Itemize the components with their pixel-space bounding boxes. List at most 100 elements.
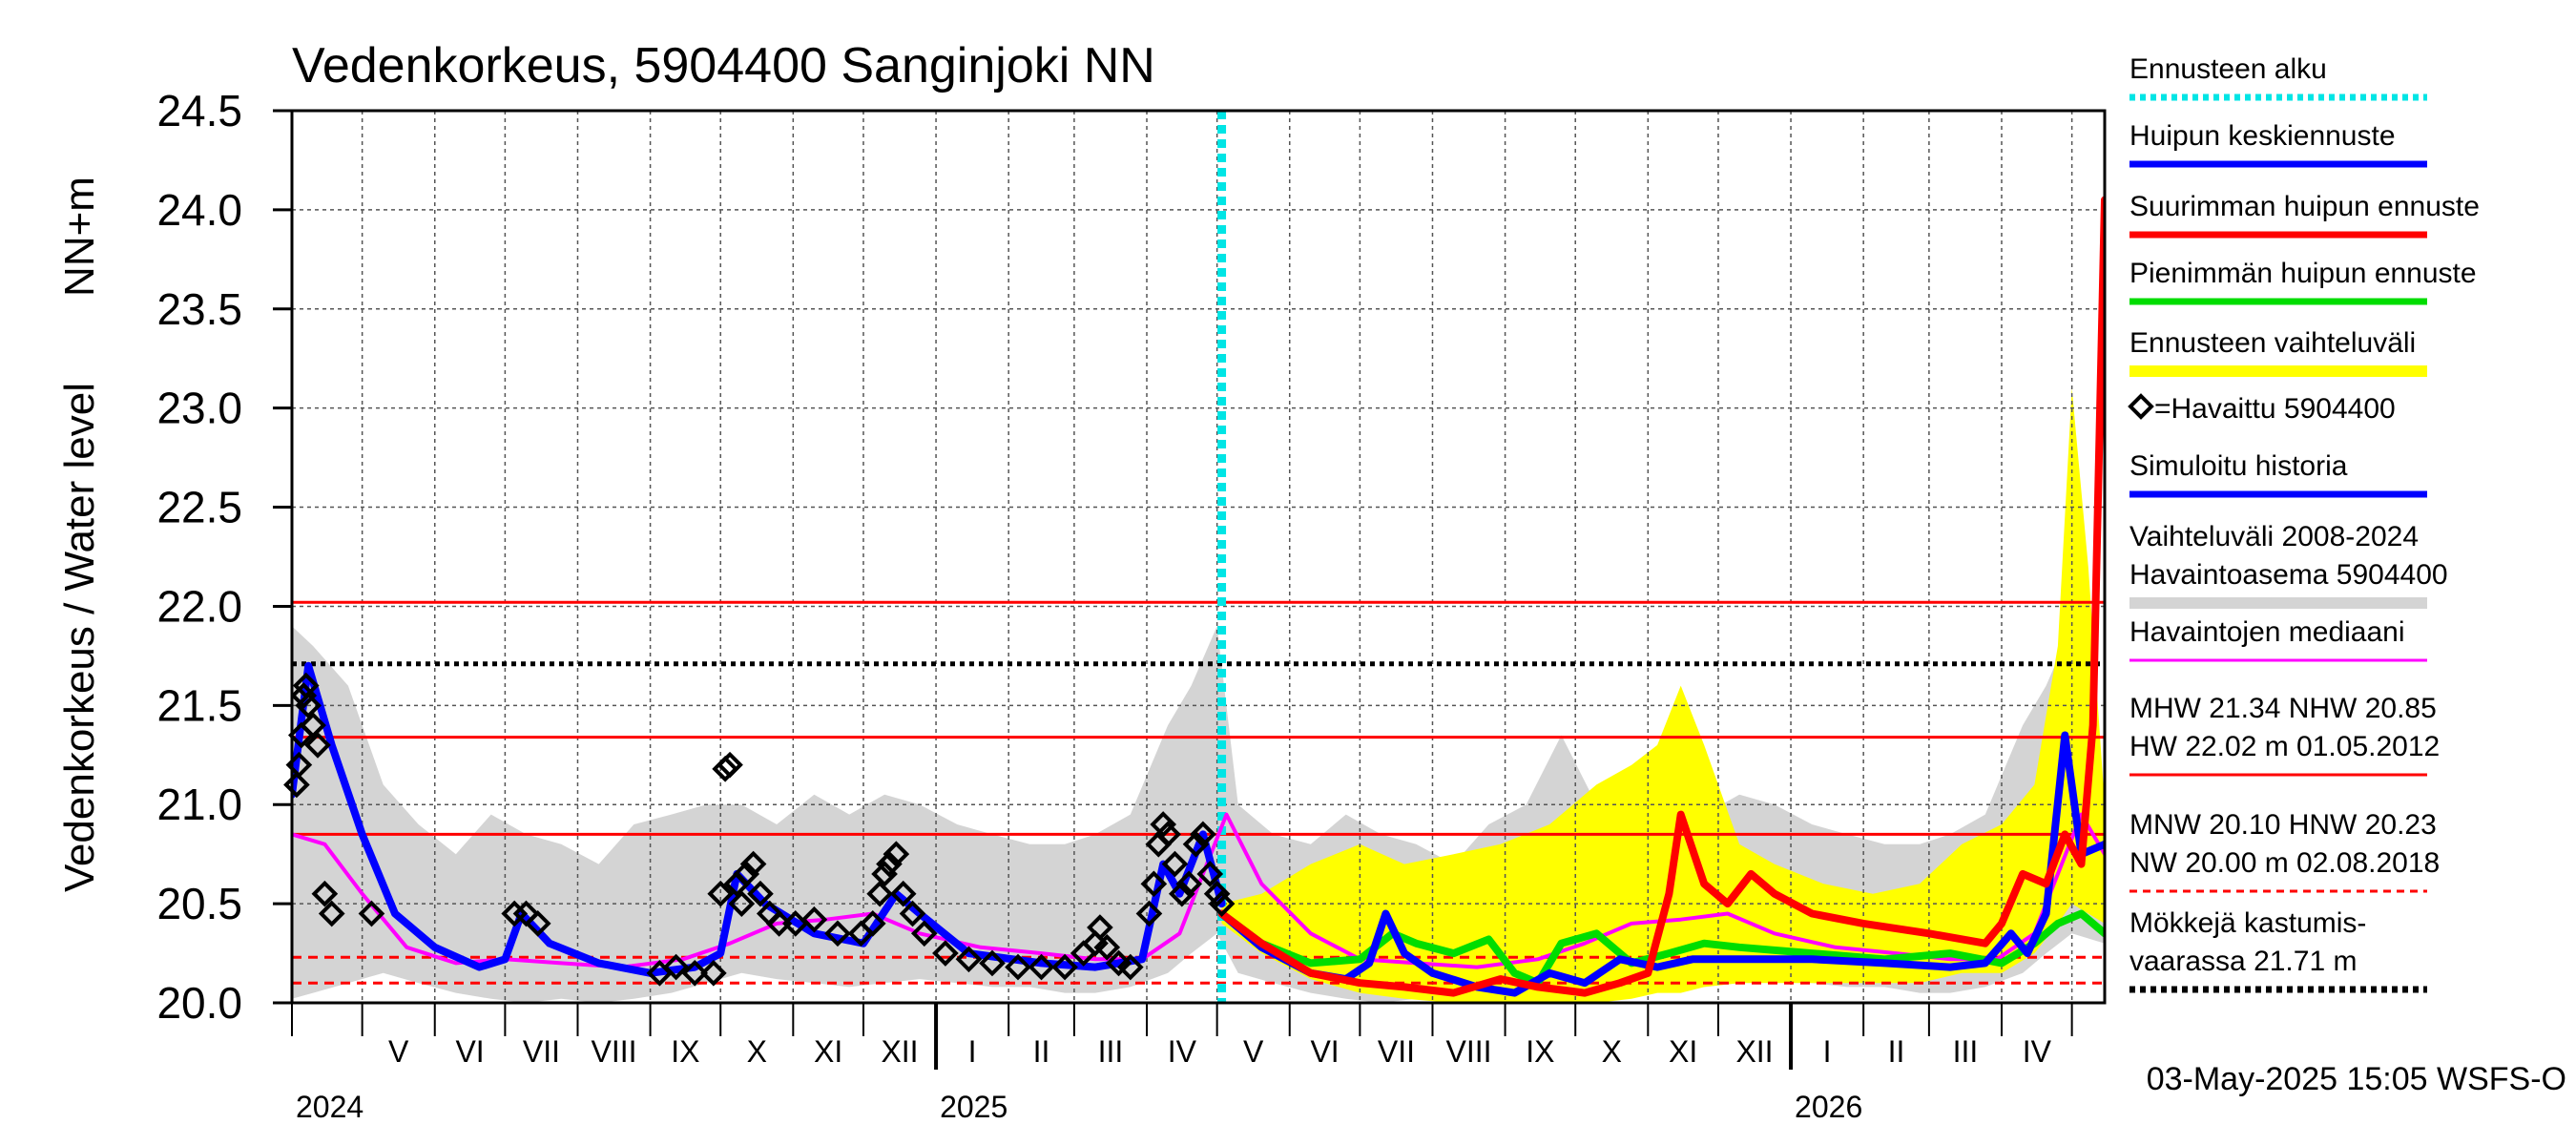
month-label: IV	[2023, 1034, 2052, 1069]
month-label: VII	[1378, 1034, 1415, 1069]
y-tick-label: 23.5	[156, 284, 242, 334]
legend-label: Ennusteen vaihteluväli	[2129, 327, 2416, 359]
observed-point	[1051, 953, 1078, 981]
month-label: III	[1098, 1034, 1124, 1069]
legend-label: =Havaittu 5904400	[2154, 393, 2396, 425]
month-label: V	[388, 1034, 409, 1069]
observed-point	[681, 960, 709, 987]
observed-point	[979, 949, 1006, 977]
legend-label: Ennusteen alku	[2129, 53, 2327, 85]
y-tick-label: 21.5	[156, 680, 242, 730]
month-label: II	[1033, 1034, 1050, 1069]
legend-item: Havaintojen mediaani	[2129, 616, 2427, 662]
y-axis-label: Vedenkorkeus / Water level	[56, 383, 103, 892]
legend-item: MHW 21.34 NHW 20.85 HW 22.02 m 01.05.2012	[2129, 693, 2440, 777]
month-label: VI	[455, 1034, 484, 1069]
series-lines	[292, 196, 2105, 997]
x-axis: V VI VII VIII IX X XI XII I II III IV V VI VII VIII IX X X…	[291, 1003, 2073, 1124]
observed-point	[747, 880, 774, 907]
observed-point	[1161, 850, 1189, 878]
legend-item: Mökkejä kastumis- vaarassa 21.71 m	[2129, 907, 2427, 993]
y-tick-label: 21.0	[156, 780, 242, 829]
month-label: XII	[1735, 1034, 1773, 1069]
month-label: IV	[1168, 1034, 1197, 1069]
observed-point	[1093, 933, 1121, 961]
series-line	[1217, 909, 2105, 988]
y-axis: 20.0 20.5 21.0 21.5 22.0 22.5 23.0 23.5 24.0 24.5	[156, 86, 292, 1028]
observed-point	[1154, 821, 1181, 848]
year-label: 2025	[940, 1090, 1008, 1124]
observed-point	[311, 880, 339, 907]
legend-item: Pienimmän huipun ennuste	[2129, 258, 2477, 305]
observed-point	[733, 861, 760, 887]
observed-point	[728, 890, 756, 917]
y-axis-unit: NN+m	[56, 177, 103, 297]
y-tick-label: 20.5	[156, 879, 242, 928]
observed-point	[707, 880, 735, 907]
legend-label: Pienimmän huipun ennuste	[2129, 258, 2477, 289]
legend-label-2: vaarassa 21.71 m	[2129, 946, 2357, 977]
observed-point	[1208, 890, 1236, 917]
observed-point	[876, 850, 903, 878]
observed-point	[1182, 830, 1210, 858]
legend-label: MHW 21.34 NHW 20.85	[2129, 693, 2437, 724]
series-line	[292, 661, 1226, 977]
month-label: VII	[523, 1034, 560, 1069]
legend-label: Mökkejä kastumis-	[2129, 907, 2366, 939]
legend-label: Huipun keskiennuste	[2129, 120, 2396, 152]
plot-border	[290, 109, 2107, 1005]
legend-label: MNW 20.10 HNW 20.23	[2129, 809, 2437, 841]
y-tick-label: 20.0	[156, 978, 242, 1028]
observed-point	[910, 920, 938, 947]
observed-point	[824, 920, 851, 947]
observed-point	[1168, 880, 1195, 907]
month-label: XI	[1669, 1034, 1697, 1069]
legend-item: Ennusteen alku	[2129, 53, 2427, 101]
month-label: VIII	[1446, 1034, 1492, 1069]
legend-item: Huipun keskiennuste	[2129, 120, 2427, 168]
month-label: X	[1602, 1034, 1622, 1069]
legend-label: Vaihteluväli 2008-2024	[2129, 521, 2419, 552]
y-tick-label: 22.5	[156, 483, 242, 532]
legend-label-2: Havaintoasema 5904400	[2129, 559, 2448, 591]
observed-point	[1005, 953, 1031, 981]
month-label: XI	[814, 1034, 842, 1069]
observed-point	[358, 900, 385, 927]
legend-item: Suurimman huipun ennuste	[2129, 191, 2480, 239]
month-label: XII	[881, 1034, 918, 1069]
observed-point	[1175, 870, 1203, 898]
observed-point	[883, 841, 910, 867]
observed-point	[889, 880, 917, 907]
y-tick-label: 22.0	[156, 581, 242, 631]
observed-markers	[283, 672, 1236, 987]
observed-point	[866, 880, 893, 907]
observed-point	[955, 946, 983, 973]
month-label: III	[1953, 1034, 1979, 1069]
observed-point	[800, 906, 828, 933]
legend-item: =Havaittu 5904400	[2128, 393, 2396, 425]
observed-point	[524, 910, 551, 937]
observed-point	[300, 712, 326, 739]
year-label: 2026	[1795, 1090, 1862, 1124]
observed-point	[1203, 880, 1231, 907]
observed-point	[717, 751, 743, 779]
month-label: VIII	[592, 1034, 637, 1069]
observed-point	[1196, 861, 1224, 887]
month-label: II	[1888, 1034, 1905, 1069]
observed-point	[295, 692, 322, 719]
observed-point	[283, 771, 310, 799]
legend-item: Simuloitu historia	[2129, 450, 2427, 498]
month-label: X	[747, 1034, 767, 1069]
observed-point	[932, 940, 959, 967]
timestamp-footer: 03-May-2025 15:05 WSFS-O	[2147, 1061, 2566, 1097]
legend-label-2: NW 20.00 m 02.08.2018	[2129, 847, 2440, 879]
month-label: I	[1823, 1034, 1832, 1069]
month-label: I	[968, 1034, 977, 1069]
y-tick-label: 24.5	[156, 86, 242, 135]
series-line	[1217, 196, 2105, 997]
legend-label-2: HW 22.02 m 01.05.2012	[2129, 731, 2440, 762]
year-label: 2024	[296, 1090, 364, 1124]
observed-point	[662, 953, 690, 981]
series-line	[1217, 731, 2105, 997]
